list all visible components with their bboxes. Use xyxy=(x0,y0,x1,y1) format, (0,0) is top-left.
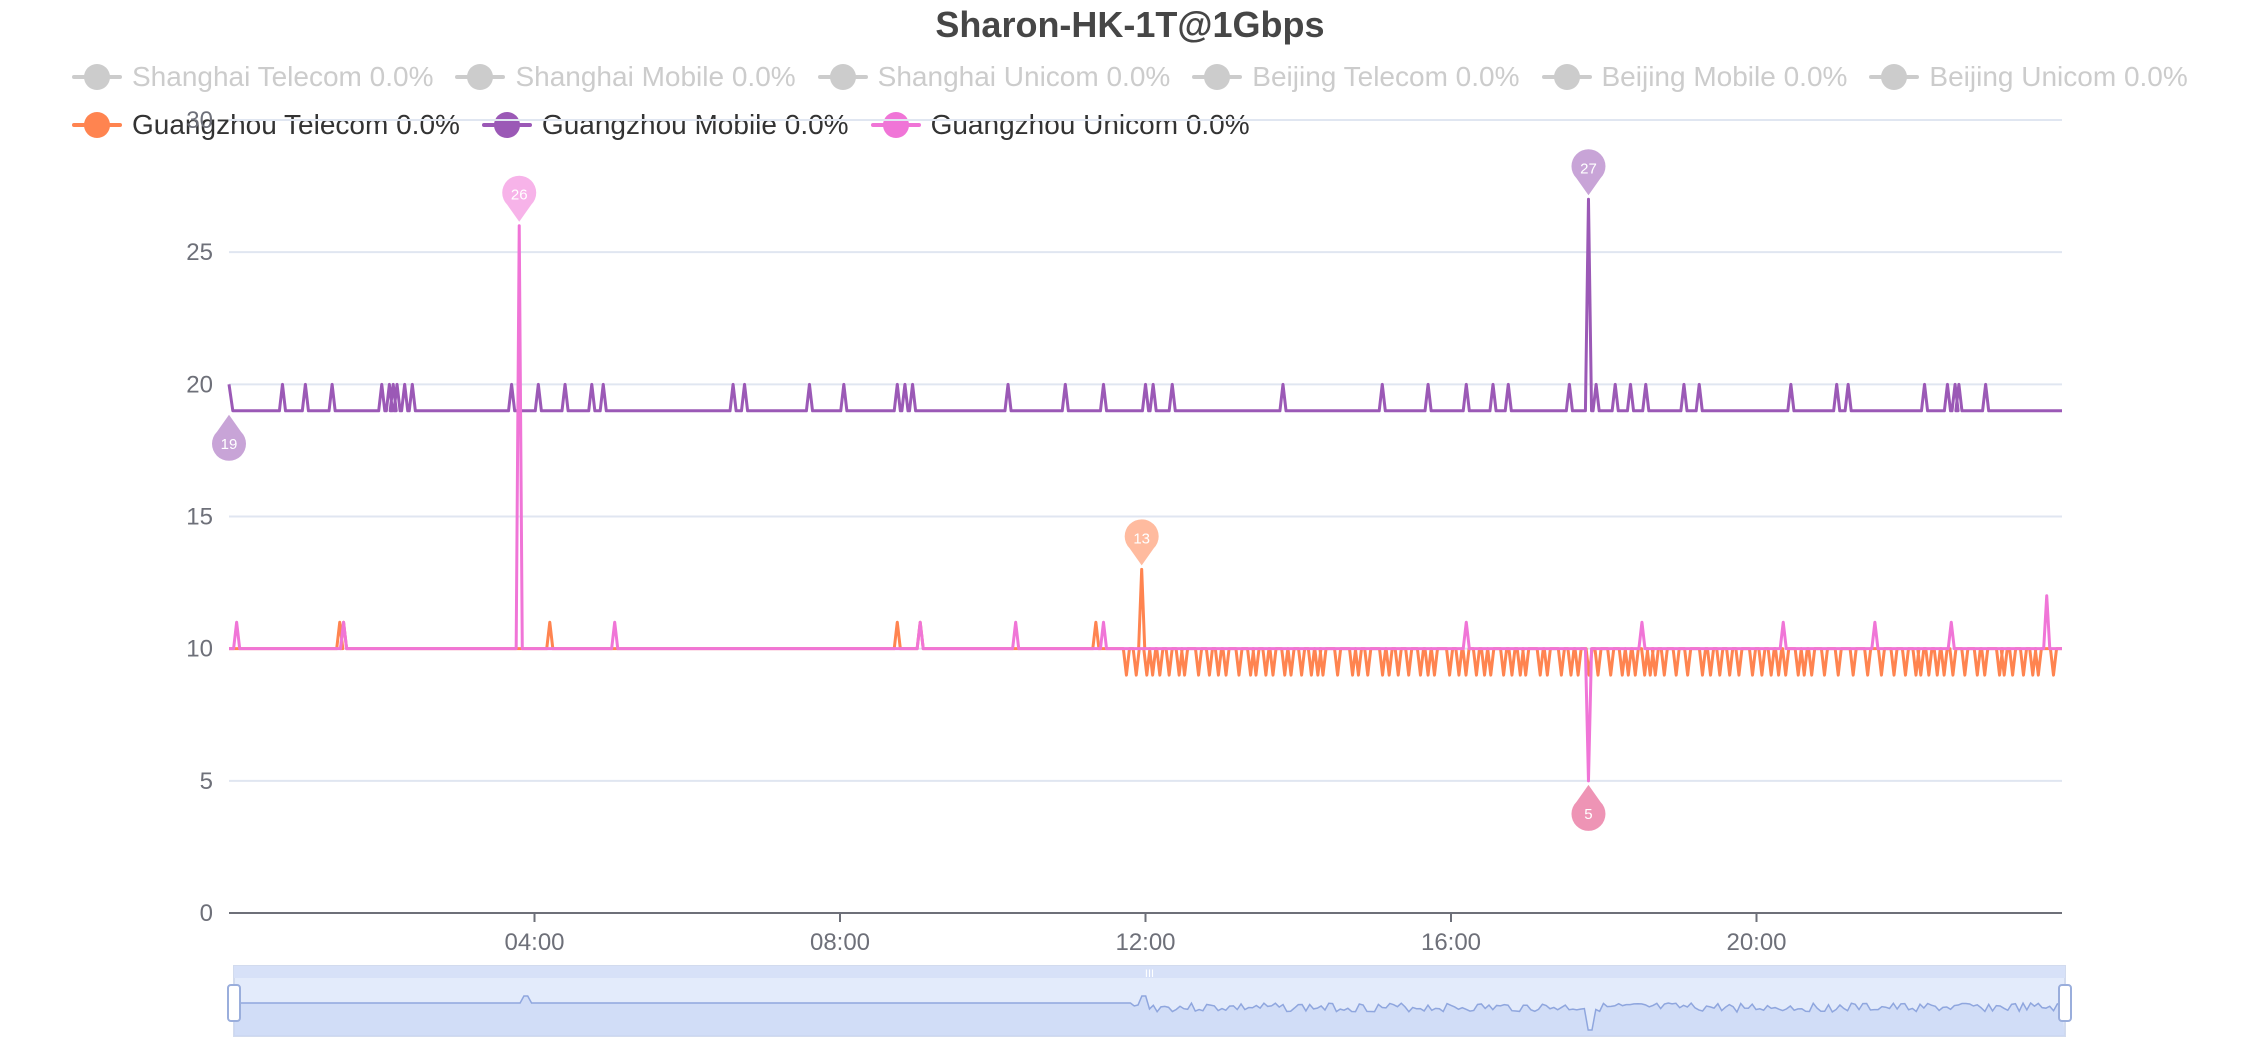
series-line-guangzhou-mobile xyxy=(227,197,2062,413)
legend-item-guangzhou-mobile[interactable]: Guangzhou Mobile 0.0% xyxy=(481,105,849,145)
zoom-preview-area xyxy=(234,996,2065,1036)
legend-line-dot-icon xyxy=(1192,57,1243,97)
marker-layer: 13 27 19 26 5 xyxy=(212,149,1606,831)
marker-label: 26 xyxy=(511,187,528,204)
marker-pin-max: 27 xyxy=(1571,149,1606,196)
legend-row-1: Shanghai Telecom 0.0% Shanghai Mobile 0.0… xyxy=(72,57,2210,97)
axis-layer: 0 5 10 15 20 25 30 04:00 08:00 12:00 16:00 20:00 xyxy=(186,107,2062,956)
legend-label: Guangzhou Mobile 0.0% xyxy=(541,109,849,140)
marker-pin-max: 26 xyxy=(502,175,537,222)
zoom-move-handle-icon: III xyxy=(1145,968,1154,980)
legend-label: Shanghai Unicom 0.0% xyxy=(877,61,1171,92)
chart-title: Sharon-HK-1T@1Gbps xyxy=(935,4,1325,45)
data-zoom-slider[interactable]: III xyxy=(227,965,2072,1037)
zoom-handle-left[interactable] xyxy=(227,984,241,1022)
legend-item-shanghai-mobile[interactable]: Shanghai Mobile 0.0% xyxy=(455,57,796,97)
legend-label: Guangzhou Unicom 0.0% xyxy=(930,109,1250,140)
marker-pin-shape xyxy=(502,175,537,222)
marker-pin-min: 19 xyxy=(212,414,246,461)
grid-layer xyxy=(229,119,2062,782)
legend-label: Beijing Unicom 0.0% xyxy=(1929,61,2188,92)
series-layer xyxy=(227,197,2062,783)
y-tick-label: 20 xyxy=(186,371,213,398)
y-tick-label: 0 xyxy=(200,900,213,927)
legend-label: Beijing Telecom 0.0% xyxy=(1252,61,1520,92)
legend-line-dot-icon xyxy=(72,57,122,97)
legend-label: Shanghai Mobile 0.0% xyxy=(515,61,796,92)
y-tick-label: 15 xyxy=(186,504,213,531)
y-tick-label: 30 xyxy=(186,107,213,134)
y-tick-label: 25 xyxy=(186,239,213,266)
zoom-move-bar xyxy=(234,966,2065,978)
marker-pin-shape xyxy=(212,414,246,461)
marker-pin-min: 5 xyxy=(1571,784,1606,831)
y-tick-label: 5 xyxy=(200,768,213,795)
zoom-preview-line xyxy=(234,995,2062,1031)
legend-label: Guangzhou Telecom 0.0% xyxy=(132,109,460,140)
x-tick-label: 08:00 xyxy=(810,929,870,956)
series-line-guangzhou-telecom xyxy=(229,567,2062,677)
zoom-handle-right[interactable] xyxy=(2058,984,2072,1022)
legend-line-dot-icon xyxy=(455,57,506,97)
legend-item-beijing-mobile[interactable]: Beijing Mobile 0.0% xyxy=(1541,57,1848,97)
legend-row-2: Guangzhou Telecom 0.0% Guangzhou Mobile 0… xyxy=(72,105,1272,145)
legend-item-beijing-unicom[interactable]: Beijing Unicom 0.0% xyxy=(1869,57,2188,97)
legend-item-guangzhou-unicom[interactable]: Guangzhou Unicom 0.0% xyxy=(870,105,1250,145)
legend-label: Shanghai Telecom 0.0% xyxy=(132,61,434,92)
x-tick-label: 12:00 xyxy=(1115,929,1175,956)
legend-line-dot-icon xyxy=(72,105,122,145)
marker-pin-max: 13 xyxy=(1124,519,1159,566)
legend-line-dot-icon xyxy=(817,57,868,97)
legend-line-dot-icon xyxy=(1869,57,1920,97)
x-tick-label: 04:00 xyxy=(504,929,564,956)
legend-item-beijing-telecom[interactable]: Beijing Telecom 0.0% xyxy=(1192,57,1520,97)
legend-line-dot-icon xyxy=(870,105,921,145)
legend-item-shanghai-unicom[interactable]: Shanghai Unicom 0.0% xyxy=(817,57,1171,97)
y-tick-label: 10 xyxy=(186,636,213,663)
legend-item-shanghai-telecom[interactable]: Shanghai Telecom 0.0% xyxy=(72,57,433,97)
legend-line-dot-icon xyxy=(481,105,532,145)
x-tick-label: 20:00 xyxy=(1726,929,1786,956)
marker-label: 13 xyxy=(1133,530,1150,547)
marker-pin-shape xyxy=(1124,519,1159,566)
marker-pin-shape xyxy=(1571,784,1606,831)
legend-label: Beijing Mobile 0.0% xyxy=(1601,61,1848,92)
marker-pin-shape xyxy=(1571,149,1606,196)
marker-label: 27 xyxy=(1580,160,1597,177)
marker-label: 5 xyxy=(1584,806,1592,823)
series-line-guangzhou-unicom xyxy=(229,224,2062,783)
legend-line-dot-icon xyxy=(1541,57,1592,97)
marker-label: 19 xyxy=(221,436,238,453)
x-tick-label: 16:00 xyxy=(1421,929,1481,956)
legend-item-guangzhou-telecom[interactable]: Guangzhou Telecom 0.0% xyxy=(72,105,460,145)
